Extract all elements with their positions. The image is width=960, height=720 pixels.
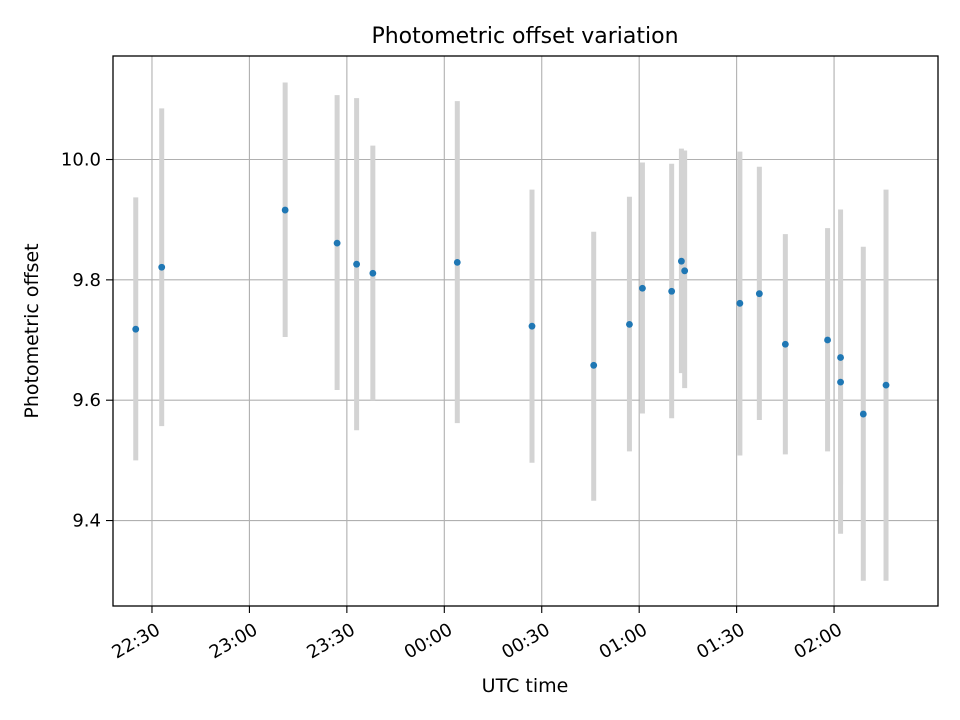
data-point (882, 381, 890, 389)
data-point (678, 257, 685, 265)
y-tick-label: 10.0 (61, 150, 101, 171)
data-point (626, 320, 633, 328)
data-point (781, 340, 789, 348)
data-point (353, 260, 361, 268)
data-point (755, 290, 763, 298)
data-point (681, 267, 689, 275)
data-point (132, 325, 140, 333)
data-point (736, 299, 744, 307)
data-point (824, 336, 831, 344)
data-point (528, 322, 536, 330)
y-tick-label: 9.6 (72, 390, 101, 411)
data-point (158, 263, 166, 271)
data-point (859, 410, 867, 418)
data-point (333, 239, 341, 247)
data-point (453, 259, 461, 266)
x-axis-label: UTC time (482, 675, 569, 697)
plot-frame (112, 55, 939, 607)
data-point (639, 284, 646, 292)
grid-lines (113, 56, 938, 606)
y-tick-label: 9.4 (72, 511, 101, 532)
y-axis-label: Photometric offset (21, 243, 43, 418)
chart-title: Photometric offset variation (371, 24, 678, 49)
data-point (590, 361, 598, 369)
data-point (837, 378, 844, 386)
data-point (668, 287, 676, 295)
y-tick-label: 9.8 (72, 270, 101, 291)
data-point (837, 354, 844, 361)
data-point (281, 206, 289, 214)
data-points (132, 206, 890, 418)
data-point (369, 269, 377, 277)
